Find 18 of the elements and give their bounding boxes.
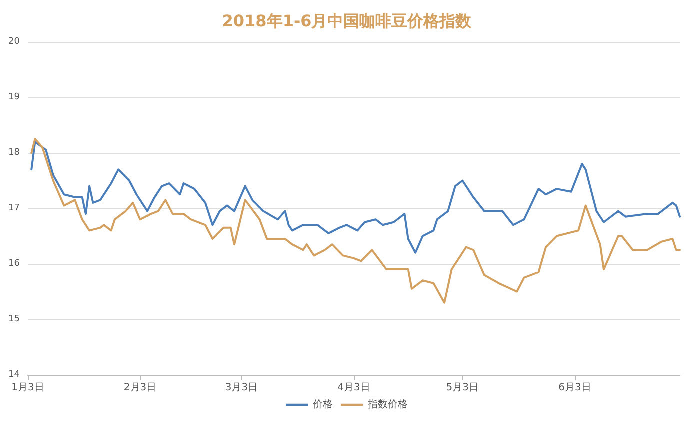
legend-label: 价格 (312, 398, 333, 410)
x-tick-label: 4月3日 (338, 382, 370, 394)
y-tick-label: 20 (8, 37, 20, 47)
legend-label: 指数价格 (367, 398, 408, 410)
chart-title: 2018年1-6月中国咖啡豆价格指数 (222, 12, 473, 30)
y-tick-label: 15 (8, 314, 20, 324)
x-tick-label: 6月3日 (558, 382, 592, 394)
x-tick-label: 2月3日 (124, 382, 157, 394)
x-tick-label: 5月3日 (446, 382, 480, 394)
y-tick-label: 14 (8, 370, 20, 380)
line-series (30, 138, 681, 304)
y-tick-label: 18 (8, 148, 20, 158)
y-tick-label: 17 (8, 204, 20, 214)
x-tick-label: 1月3日 (12, 382, 44, 394)
y-tick-label: 16 (8, 259, 20, 269)
y-tick-label: 19 (8, 92, 20, 102)
x-tick-label: 3月3日 (225, 382, 258, 394)
line-series (30, 140, 681, 254)
